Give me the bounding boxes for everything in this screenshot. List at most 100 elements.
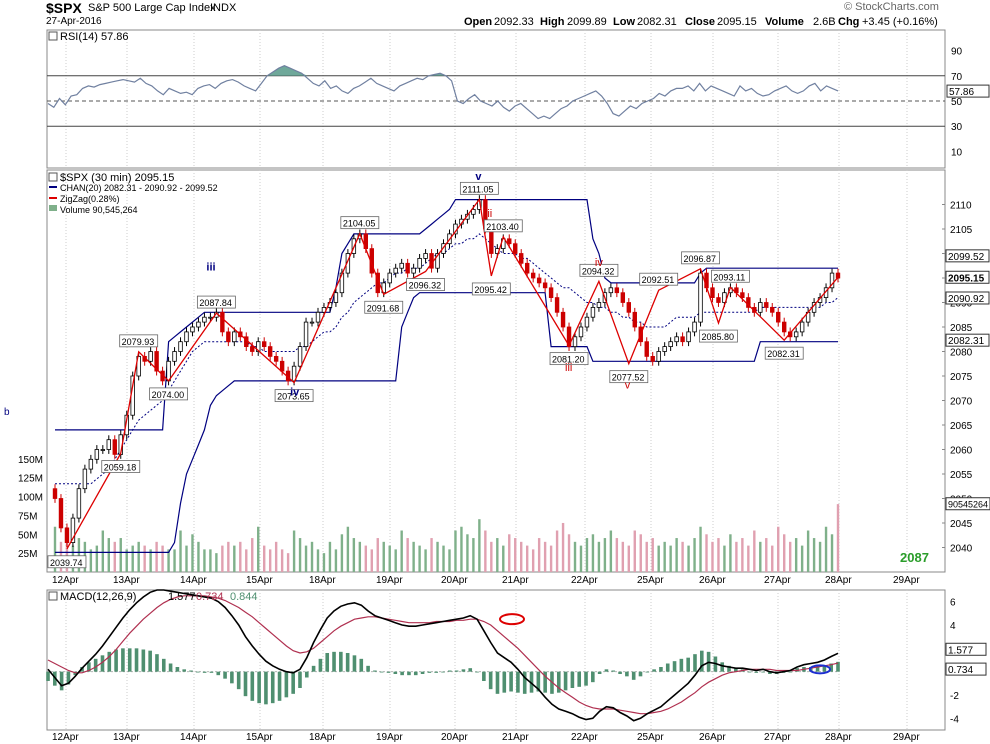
macd-hist-bar [155,654,159,672]
x-tick-label: 25Apr [637,575,664,586]
volume-legend-swatch [49,205,57,211]
candle-body [770,306,775,313]
macd-hist-bar [597,671,602,674]
volume-bar [705,534,708,572]
volume-bar [394,549,397,572]
candle-body [513,243,518,254]
price-toggle-box [48,172,58,182]
volume-tick-label: 150M [18,455,43,466]
rsi-panel [46,29,946,169]
candle-body [261,341,267,348]
volume-bar [203,549,206,572]
candle-body [208,316,213,319]
volume-bar [340,534,344,572]
price-callout-label: 2095.42 [474,285,507,295]
volume-bar [448,549,451,572]
price-callout-box [196,295,236,309]
x-tick-label: 27Apr [764,732,791,743]
macd-hist-bar [148,650,152,672]
candle-body [136,355,141,377]
volume-bar [537,538,541,572]
macd-hist-bar [516,671,520,693]
price-callout-box [406,278,445,291]
macd-hist-bar [73,671,78,676]
volume-tick-label: 75M [18,511,37,522]
change-value: +3.45 (+0.16%) [862,16,938,28]
macd-hist-bar [168,663,173,672]
candle-body [387,272,392,284]
candle-body [686,331,691,343]
candle-body [716,297,721,303]
candle-body [423,253,428,259]
macd-hist-bar [788,671,793,673]
macd-hist-bar [339,651,343,672]
macd-hist-bar [311,665,316,672]
candle-body [112,439,117,455]
candle-body [710,287,715,298]
price-tick-label: 2045 [950,519,973,530]
macd-hist-bar [298,671,302,688]
macd-value-legend: 1.577 [168,591,196,603]
macd-hist-bar [209,671,214,673]
candle-body [267,346,273,357]
macd-hist-bar [379,671,384,673]
x-tick-label: 26Apr [699,575,726,586]
macd-hist-bar [427,671,432,673]
volume-bar [424,549,427,572]
price-tick-label: 2110 [950,201,972,212]
volume-bar [663,541,666,572]
volume-bar [143,545,146,572]
macd-hist-bar [189,670,193,672]
volume-bar [286,553,290,572]
candle-body [692,321,697,333]
volume-bar [800,545,804,572]
macd-hist-bar [345,653,350,672]
volume-bar [490,541,493,572]
macd-hist-bar [393,671,398,674]
volume-label: Volume [765,16,804,28]
candle-body [465,213,470,220]
volume-bar [227,541,230,572]
volume-bar [316,549,320,572]
candle-body [88,458,94,470]
volume-bar [573,541,577,572]
volume-bar [508,534,511,572]
candle-body [279,360,285,372]
price-callout-box [274,389,314,403]
macd-hist-bar [761,671,765,673]
hist-value-legend: 0.844 [230,591,258,603]
x-tick-label: 28Apr [825,732,852,743]
price-tick-label: 2085 [950,323,973,334]
macd-panel [46,589,946,731]
volume-value: 2.6B [813,16,836,28]
candle-body [184,331,189,343]
macd-hist-bar [584,671,588,686]
candle-body [507,238,512,245]
macd-hist-bar [100,655,105,672]
x-tick-label: 15Apr [246,575,273,586]
candle-body [560,311,566,328]
candle-body [309,321,315,324]
price-callout-label: 2073.65 [277,392,310,402]
candle-body [590,306,596,318]
x-tick-label: 19Apr [376,575,403,586]
macd-hist-bar [720,662,725,672]
macd-hist-bar [448,670,452,672]
volume-bar [478,519,481,572]
x-tick-label: 28Apr [825,575,852,586]
volume-bar [639,534,642,572]
candle-body [650,355,655,362]
price-callout-label: 2081.20 [552,355,585,365]
candle-body [542,282,548,289]
candle-body [584,316,590,328]
candle-body [52,488,58,499]
x-tick-label: 12Apr [52,575,79,586]
macd-tick-label: 6 [950,598,956,609]
macd-hist-bar [693,654,697,672]
candle-body [399,262,404,269]
candle-body [530,272,536,279]
volume-bar [179,530,182,572]
price-tick-label: 2055 [950,470,973,481]
price-tick-label: 2075 [950,372,973,383]
price-callout-label: 2087.84 [199,298,232,308]
